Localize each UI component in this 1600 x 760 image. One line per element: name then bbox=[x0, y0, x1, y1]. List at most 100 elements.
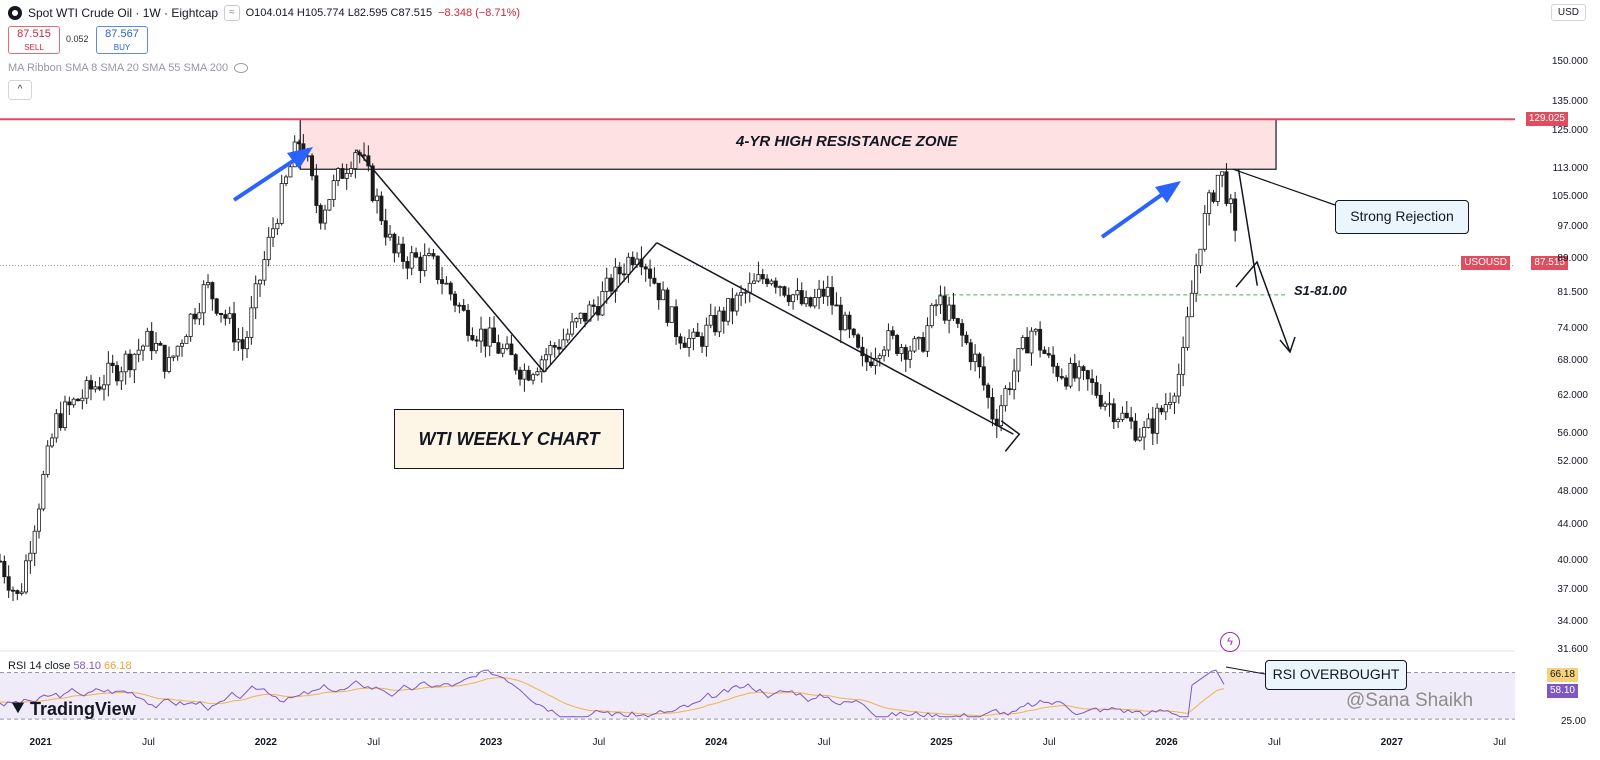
candle-body bbox=[431, 253, 436, 257]
candle-body bbox=[1038, 328, 1043, 351]
price-axis-tick: 56.000 bbox=[1557, 428, 1588, 440]
candle-body bbox=[1155, 407, 1160, 434]
candle-body bbox=[1116, 419, 1121, 423]
candle-body bbox=[362, 154, 367, 157]
candle-body bbox=[1163, 404, 1168, 413]
lightning-icon[interactable]: ϟ bbox=[1220, 632, 1240, 652]
candle-body bbox=[773, 280, 778, 288]
spread-value: 0.052 bbox=[66, 34, 89, 44]
candle-body bbox=[197, 312, 202, 320]
candle-body bbox=[461, 305, 466, 311]
tradingview-logo[interactable]: ⯆ TradingView bbox=[10, 698, 136, 721]
candle-body bbox=[791, 294, 796, 303]
chart-title-box[interactable]: WTI WEEKLY CHART bbox=[394, 409, 624, 469]
candle-body bbox=[851, 328, 856, 336]
candle-body bbox=[708, 314, 713, 326]
support-s1-label: S1-81.00 bbox=[1294, 283, 1347, 298]
candle-body bbox=[110, 362, 115, 366]
candle-body bbox=[453, 293, 458, 306]
time-axis-tick: 2022 bbox=[254, 737, 277, 748]
price-axis-tick: 31.600 bbox=[1557, 644, 1588, 655]
symbol-price-tag: USOUSD bbox=[1461, 256, 1510, 270]
candle-body bbox=[409, 252, 414, 269]
candle-body bbox=[102, 384, 107, 390]
rsi-overbought-label[interactable]: RSI OVERBOUGHT bbox=[1265, 660, 1407, 690]
candle-body bbox=[583, 312, 588, 322]
candle-body bbox=[1168, 401, 1173, 406]
candle-body bbox=[730, 298, 735, 312]
eye-icon[interactable] bbox=[234, 63, 249, 73]
candle-body bbox=[193, 313, 198, 320]
strong-rejection-label[interactable]: Strong Rejection bbox=[1335, 200, 1469, 234]
candle-body bbox=[986, 384, 991, 398]
candle-body bbox=[778, 286, 783, 289]
candle-body bbox=[1090, 378, 1095, 383]
candle-body bbox=[786, 294, 791, 303]
candle-body bbox=[414, 252, 419, 258]
candle-body bbox=[45, 445, 50, 475]
candle-body bbox=[106, 362, 111, 386]
candle-body bbox=[938, 295, 943, 306]
rsi-line bbox=[0, 669, 1225, 718]
candle-body bbox=[726, 298, 731, 322]
candle-body bbox=[440, 279, 445, 284]
sell-button[interactable]: 87.515 SELL bbox=[8, 26, 60, 54]
buy-label: BUY bbox=[113, 43, 131, 52]
candle-body bbox=[67, 401, 72, 406]
candle-body bbox=[1228, 198, 1233, 204]
collapse-legend-button[interactable]: ^ bbox=[8, 80, 32, 100]
buy-price: 87.567 bbox=[105, 28, 139, 40]
blue-arrowhead-1 bbox=[1155, 181, 1181, 203]
candle-body bbox=[669, 306, 674, 323]
candle-body bbox=[227, 313, 232, 319]
candle-body bbox=[1159, 407, 1164, 413]
candle-body bbox=[89, 380, 94, 390]
candle-body bbox=[1111, 403, 1116, 423]
candle-body bbox=[899, 347, 904, 355]
rsi-legend-name: RSI 14 close bbox=[8, 660, 71, 672]
rejection-connector bbox=[1232, 168, 1336, 206]
equals-icon[interactable]: ≈ bbox=[224, 5, 240, 21]
candle-body bbox=[71, 398, 76, 406]
candle-body bbox=[84, 380, 89, 399]
candle-body bbox=[1207, 192, 1212, 214]
candle-body bbox=[557, 346, 562, 350]
price-axis-tick: 52.000 bbox=[1557, 456, 1588, 468]
candle-body bbox=[522, 369, 527, 380]
candle-body bbox=[353, 152, 358, 169]
candle-body bbox=[903, 347, 908, 360]
last-price-tag: 87.515 bbox=[1531, 256, 1568, 270]
candle-body bbox=[518, 369, 523, 380]
rsi-axis-25: 25.00 bbox=[1560, 716, 1586, 727]
candle-body bbox=[1198, 248, 1203, 267]
candle-body bbox=[1033, 328, 1038, 332]
time-axis-tick: Jul bbox=[592, 737, 606, 748]
candle-body bbox=[1007, 388, 1012, 391]
candle-body bbox=[526, 369, 531, 381]
candle-body bbox=[136, 349, 141, 355]
candle-body bbox=[76, 398, 81, 402]
price-axis-tick: 68.000 bbox=[1557, 354, 1588, 366]
candle-body bbox=[682, 342, 687, 348]
candle-body bbox=[1176, 373, 1181, 397]
candle-body bbox=[812, 297, 817, 307]
currency-button[interactable]: USD bbox=[1550, 4, 1586, 21]
candle-body bbox=[544, 354, 549, 361]
candle-body bbox=[0, 560, 3, 563]
price-axis-tick: 40.000 bbox=[1557, 555, 1588, 567]
symbol-title[interactable]: Spot WTI Crude Oil · 1W · Eightcap bbox=[28, 6, 219, 20]
candle-body bbox=[223, 314, 228, 319]
candle-body bbox=[977, 353, 982, 368]
price-axis-tick: 113.000 bbox=[1552, 163, 1588, 175]
candle-body bbox=[1224, 171, 1229, 204]
rsi-legend[interactable]: RSI 14 close 58.10 66.18 bbox=[8, 660, 132, 672]
candle-body bbox=[427, 253, 432, 256]
candle-body bbox=[123, 353, 128, 373]
candle-body bbox=[756, 274, 761, 282]
buy-button[interactable]: 87.567 BUY bbox=[96, 26, 148, 54]
ma-ribbon-legend[interactable]: MA Ribbon SMA 8 SMA 20 SMA 55 SMA 200 bbox=[8, 62, 249, 74]
candle-body bbox=[1016, 348, 1021, 372]
candle-body bbox=[379, 195, 384, 222]
candle-body bbox=[32, 530, 37, 554]
